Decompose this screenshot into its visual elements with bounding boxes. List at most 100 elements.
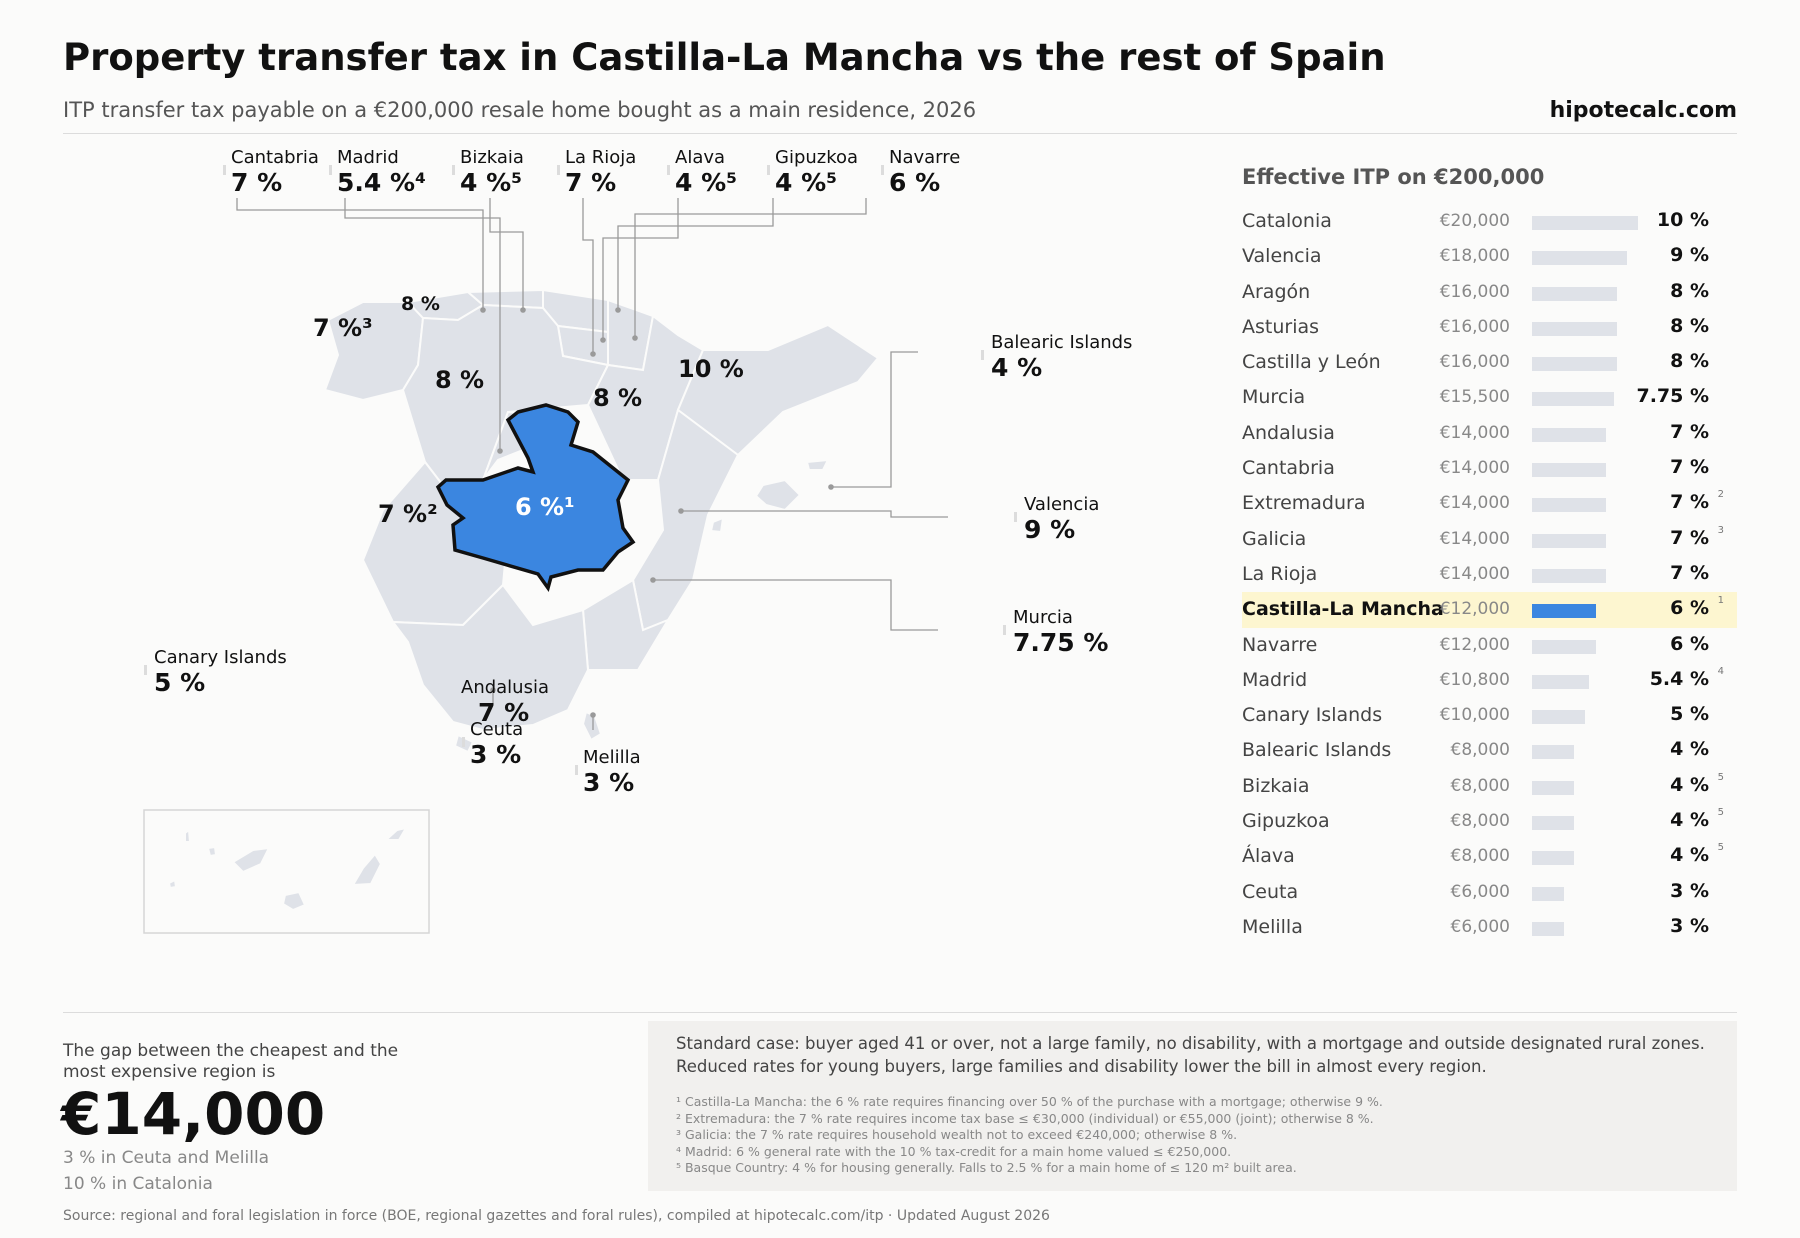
ranking-row-bar (1532, 463, 1606, 478)
ranking-row: Cantabria €14,000 7 % (1242, 451, 1737, 486)
ranking-row: Álava €8,000 4 % 5 (1242, 839, 1737, 874)
callout-bizkaia-rate: 4 %⁵ (460, 168, 522, 197)
callout-madrid: Madrid 5.4 %⁴ (329, 150, 426, 197)
callout-valencia-rate: 9 % (1024, 515, 1075, 544)
dot-alava (600, 337, 606, 343)
callout-ceuta-rate: 3 % (470, 740, 521, 769)
gap-high-text: 10 % in Catalonia (63, 1174, 213, 1194)
leader-cantabria (236, 198, 484, 310)
ranking-row: Canary Islands €10,000 5 % (1242, 698, 1737, 733)
ranking-row-footnote-mark: 4 (1717, 665, 1724, 677)
ranking-row-rate: 8 % (1670, 350, 1709, 373)
callout-navarre: Navarre 6 % (881, 150, 960, 197)
ranking-row: Castilla y León €16,000 8 % (1242, 345, 1737, 380)
ranking-row-rate: 7 % (1670, 526, 1709, 549)
callout-navarre-name: Navarre (889, 150, 960, 168)
callout-madrid-name: Madrid (337, 150, 399, 168)
dot-murcia (650, 577, 656, 583)
ranking-row-bar (1532, 216, 1638, 230)
ranking-row-bar (1532, 710, 1585, 725)
callout-canary-rate: 5 % (154, 668, 205, 697)
dot-melilla (590, 712, 596, 718)
ranking-row-amount: €18,000 (1439, 246, 1510, 267)
dot-madrid (497, 448, 503, 454)
ranking-row-amount: €10,000 (1439, 705, 1510, 726)
callout-gipuzkoa-rate: 4 %⁵ (775, 168, 837, 197)
ranking-row-name: Castilla y León (1242, 351, 1381, 374)
leader-murcia (653, 579, 938, 631)
ranking-row: Murcia €15,500 7.75 % (1242, 380, 1737, 415)
ranking-row: Balearic Islands €8,000 4 % (1242, 733, 1737, 768)
ranking-row-amount: €12,000 (1439, 634, 1510, 655)
ranking-row: Ceuta €6,000 3 % (1242, 875, 1737, 910)
ranking-row-bar (1532, 427, 1606, 442)
ranking-row-amount: €8,000 (1450, 846, 1510, 867)
ranking-row-amount: €20,000 (1439, 211, 1510, 231)
sidebar-title: Effective ITP on €200,000 (1242, 165, 1545, 189)
ranking-row-name: Bizkaia (1242, 774, 1310, 797)
region-andalusia (390, 583, 590, 732)
ranking-row-bar (1532, 286, 1617, 301)
ranking-row-rate: 7 % (1670, 561, 1709, 584)
ranking-row-amount: €8,000 (1450, 740, 1510, 761)
ranking-row-rate: 8 % (1670, 279, 1709, 302)
ranking-row: Castilla-La Mancha €12,000 6 % 1 (1242, 592, 1737, 628)
leader-la-rioja (582, 198, 594, 354)
rate-label-asturias: 8 % (401, 293, 440, 315)
callout-cantabria: Cantabria 7 % (223, 150, 319, 197)
ranking-row-bar (1532, 780, 1574, 795)
callout-melilla: Melilla 3 % (575, 747, 641, 797)
callout-gipuzkoa: Gipuzkoa 4 %⁵ (767, 150, 858, 197)
notes-panel: Standard case: buyer aged 41 or over, no… (648, 1021, 1737, 1191)
canary-islands-inset (167, 826, 409, 912)
leader-gipuzkoa (617, 198, 774, 310)
callout-murcia-rate: 7.75 % (1013, 628, 1108, 657)
callout-andalusia: Andalusia 7 % (461, 677, 549, 727)
ranking-row-name: Valencia (1242, 245, 1322, 268)
ranking-row-bar (1532, 568, 1606, 583)
callout-la-rioja: La Rioja 7 % (557, 150, 636, 197)
callout-alava-rate: 4 %⁵ (675, 168, 737, 197)
ranking-row: Catalonia €20,000 10 % (1242, 204, 1737, 239)
ranking-row: Galicia €14,000 7 % 3 (1242, 522, 1737, 557)
ranking-row: Melilla €6,000 3 % (1242, 910, 1737, 945)
callout-murcia: Murcia 7.75 % (1003, 607, 1108, 657)
leader-balearic (831, 351, 918, 488)
callout-cantabria-rate: 7 % (231, 168, 282, 197)
ranking-row: Bizkaia €8,000 4 % 5 (1242, 769, 1737, 804)
rate-label-extremadura: 7 %² (378, 500, 438, 528)
ranking-row-amount: €14,000 (1439, 563, 1510, 584)
ranking-row: Navarre €12,000 6 % (1242, 628, 1737, 663)
source-note: Source: regional and foral legislation i… (63, 1208, 1050, 1224)
ranking-row-rate: 5.4 % (1649, 667, 1709, 690)
ranking-row-amount: €6,000 (1450, 916, 1510, 937)
footnote-5: ⁵ Basque Country: 4 % for housing genera… (676, 1160, 1297, 1175)
ranking-row-footnote-mark: 5 (1717, 807, 1724, 819)
rate-label-aragon: 8 % (593, 384, 642, 412)
ranking-row-rate: 4 % (1670, 844, 1709, 867)
callout-balearic-rate: 4 % (991, 353, 1042, 382)
ranking-row-rate: 4 % (1670, 773, 1709, 796)
ranking-row-footnote-mark: 2 (1717, 489, 1724, 501)
island-ibiza (709, 516, 725, 534)
callout-balearic: Balearic Islands 4 % (981, 332, 1132, 382)
canary-inset-frame (143, 809, 430, 934)
rate-label-catalonia: 10 % (678, 355, 744, 383)
ranking-row-bar (1532, 321, 1617, 336)
ranking-row-name: Castilla-La Mancha (1242, 598, 1444, 621)
ranking-row-rate: 10 % (1656, 209, 1709, 231)
ranking-row-rate: 8 % (1670, 314, 1709, 337)
ranking-row-bar (1532, 392, 1614, 407)
ranking-row-bar (1532, 851, 1574, 866)
ranking-row-name: Canary Islands (1242, 704, 1383, 727)
ranking-row-footnote-mark: 1 (1717, 595, 1724, 607)
ranking-row-amount: €14,000 (1439, 528, 1510, 549)
ranking-row-name: Ceuta (1242, 880, 1299, 903)
ranking-row-name: Aragón (1242, 280, 1311, 303)
ranking-row-amount: €14,000 (1439, 493, 1510, 514)
callout-alava: Álava 4 %⁵ (667, 150, 737, 197)
region-castilla-la-mancha (435, 403, 636, 593)
callout-canary: Canary Islands 5 % (144, 647, 287, 697)
gap-low-text: 3 % in Ceuta and Melilla (63, 1148, 270, 1168)
ranking-row-bar (1532, 745, 1574, 760)
